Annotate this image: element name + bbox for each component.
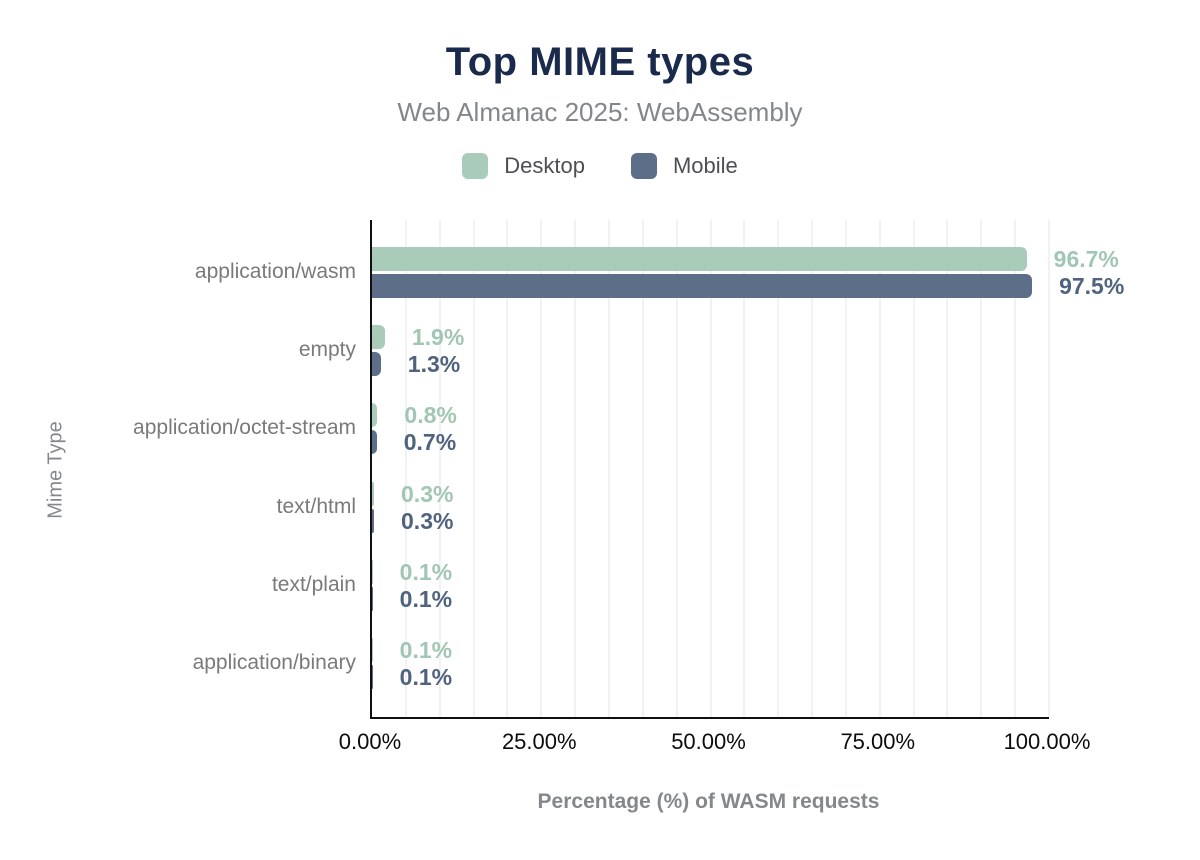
value-label-mobile-empty: 1.3% — [407, 351, 461, 378]
legend-swatch-icon — [462, 153, 489, 179]
category-label-empty: empty — [298, 338, 356, 362]
bar-desktop-text-html[interactable] — [372, 481, 375, 506]
category-label-application-octet-stream: application/octet-stream — [133, 416, 356, 440]
chart-title: Top MIME types — [445, 40, 755, 84]
category-label-application-binary: application/binary — [192, 651, 356, 674]
gridline — [743, 220, 746, 717]
legend-item-label: Desktop — [504, 153, 585, 178]
gridline — [912, 220, 915, 717]
bar-mobile-text-html[interactable] — [372, 508, 375, 533]
gridline — [709, 220, 712, 717]
bar-mobile-text-plain[interactable] — [372, 586, 373, 611]
category-label-application-wasm: application/wasm — [194, 260, 356, 283]
value-label-desktop-text-plain: 0.1% — [399, 558, 453, 585]
legend-item-desktop[interactable]: Desktop — [462, 153, 585, 179]
bar-mobile-application-binary[interactable] — [372, 665, 373, 689]
gridline — [811, 220, 814, 717]
value-label-desktop-application-binary: 0.1% — [399, 637, 453, 663]
bar-desktop-application-binary[interactable] — [372, 638, 373, 662]
value-label-mobile-text-plain: 0.1% — [399, 585, 453, 612]
gridline — [1048, 220, 1050, 717]
bar-desktop-empty[interactable] — [372, 325, 385, 350]
gridline — [506, 220, 509, 717]
x-tick-75: 75.00% — [840, 729, 916, 754]
value-label-desktop-text-html: 0.3% — [401, 480, 454, 507]
x-tick-0: 0.00% — [338, 729, 402, 754]
gridline — [607, 220, 610, 717]
bar-mobile-empty[interactable] — [372, 352, 381, 377]
gridline — [844, 220, 847, 717]
gridline — [878, 220, 881, 717]
x-tick-25: 25.00% — [501, 729, 577, 754]
gridline — [1014, 220, 1017, 717]
legend: Desktop Mobile — [0, 150, 1200, 182]
value-label-mobile-application-octet-stream: 0.7% — [403, 429, 457, 456]
gridline — [946, 220, 949, 717]
gridline — [574, 220, 577, 717]
bar-desktop-text-plain[interactable] — [372, 559, 373, 584]
gridline — [980, 220, 983, 717]
value-label-mobile-application-binary: 0.1% — [399, 664, 453, 690]
x-axis-title: Percentage (%) of WASM requests — [537, 790, 880, 813]
gridline — [438, 220, 441, 717]
gridline — [472, 220, 475, 717]
gridline — [404, 220, 407, 717]
bar-desktop-application-octet-stream[interactable] — [372, 403, 378, 428]
value-label-desktop-application-wasm: 96.7% — [1053, 246, 1119, 272]
value-label-desktop-application-octet-stream: 0.8% — [404, 402, 457, 429]
category-label-text-plain: text/plain — [271, 572, 356, 596]
value-label-mobile-application-wasm: 97.5% — [1059, 273, 1125, 299]
value-label-desktop-empty: 1.9% — [411, 324, 465, 351]
gridline — [675, 220, 678, 717]
chart-subtitle: Web Almanac 2025: WebAssembly — [397, 97, 803, 127]
legend-item-label: Mobile — [672, 153, 738, 178]
category-label-text-html: text/html — [276, 494, 356, 518]
plot-area: 96.7% 97.5% 1.9% 1.3% 0.8% 0.7% 0.3% 0.3% 0.1% 0.… — [370, 220, 1124, 719]
x-tick-50: 50.00% — [671, 729, 746, 754]
bar-mobile-application-wasm[interactable] — [372, 274, 1033, 298]
bar-mobile-application-octet-stream[interactable] — [372, 430, 377, 455]
value-label-mobile-text-html: 0.3% — [401, 507, 454, 534]
bar-desktop-application-wasm[interactable] — [372, 247, 1027, 271]
gridline — [777, 220, 780, 717]
x-tick-100: 100.00% — [1003, 729, 1091, 754]
legend-swatch-icon — [630, 153, 657, 179]
gridline — [641, 220, 644, 717]
gridline — [540, 220, 543, 717]
legend-item-mobile[interactable]: Mobile — [630, 153, 738, 179]
